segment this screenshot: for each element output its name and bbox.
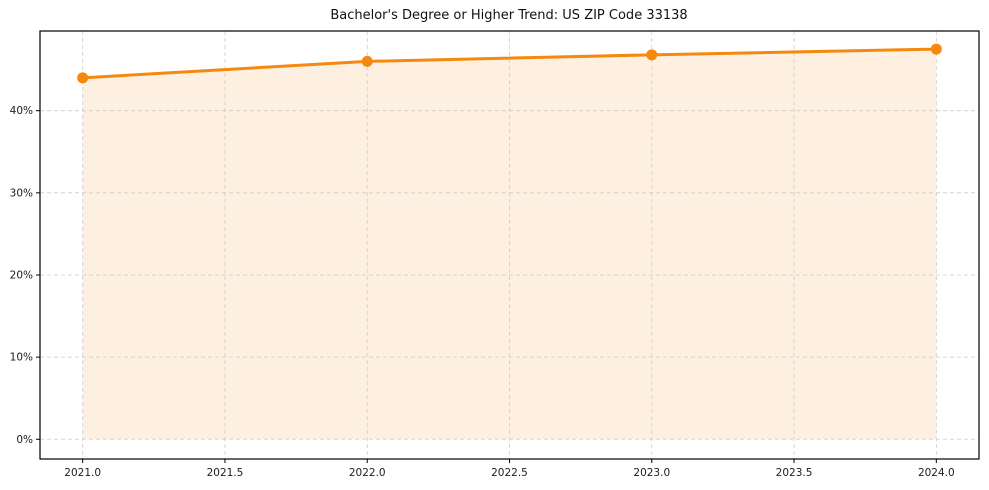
x-tick-label: 2022.0 bbox=[349, 467, 386, 479]
chart-title: Bachelor's Degree or Higher Trend: US ZI… bbox=[330, 8, 687, 23]
x-tick-label: 2021.0 bbox=[64, 467, 101, 479]
trend-line bbox=[81, 47, 938, 80]
trend-line-layer bbox=[77, 43, 942, 84]
y-tick-label: 0% bbox=[16, 434, 33, 446]
y-tick-label: 30% bbox=[10, 187, 33, 199]
x-tick-label: 2023.0 bbox=[633, 467, 670, 479]
x-tick-label: 2023.5 bbox=[776, 467, 813, 479]
gridline-layer bbox=[40, 31, 979, 459]
y-tick-label: 40% bbox=[10, 105, 33, 117]
data-point-marker bbox=[361, 55, 373, 67]
x-tick-label: 2021.5 bbox=[207, 467, 244, 479]
data-point-marker bbox=[77, 72, 89, 84]
y-tick-label: 20% bbox=[10, 269, 33, 281]
axis-tick-layer: 2021.0 2021.5 2022.0 2022.5 2023.0 2023.5 2024… bbox=[10, 105, 955, 479]
y-tick-label: 10% bbox=[10, 352, 33, 364]
data-point-marker bbox=[646, 49, 658, 61]
data-point-marker bbox=[930, 43, 942, 55]
x-tick-label: 2022.5 bbox=[491, 467, 528, 479]
x-tick-label: 2024.0 bbox=[918, 467, 955, 479]
